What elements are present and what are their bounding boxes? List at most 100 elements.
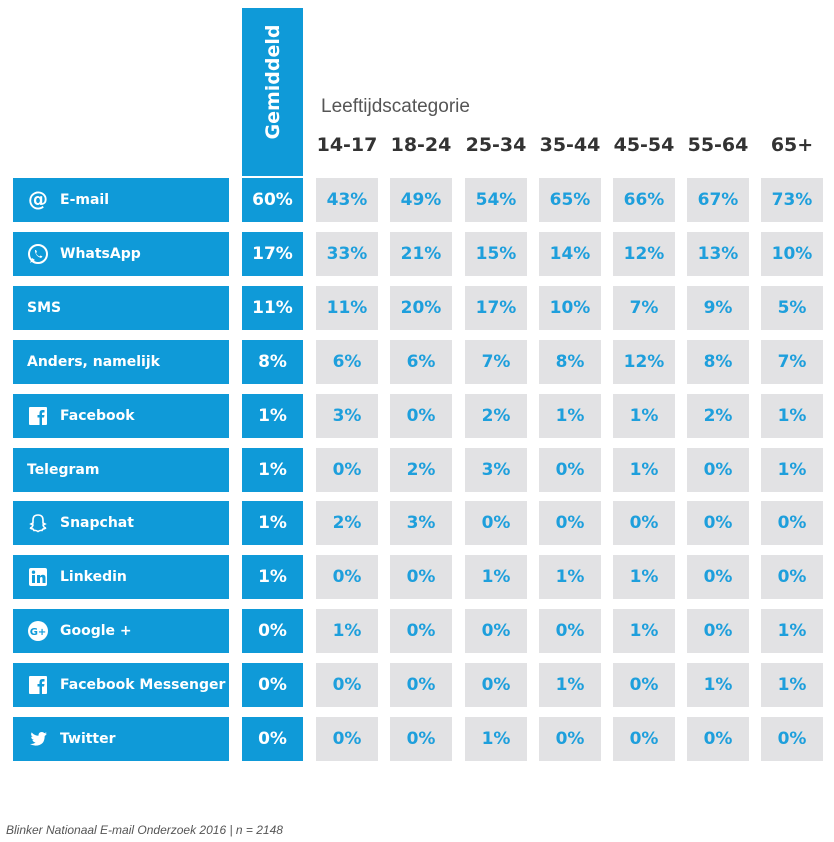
value-cell: 0%	[316, 555, 378, 599]
value-cell: 3%	[465, 448, 527, 492]
average-value: 1%	[242, 555, 303, 599]
row-label-text: Google +	[60, 623, 132, 639]
row-label-text: Linkedin	[60, 569, 127, 585]
value-cell: 0%	[390, 555, 452, 599]
value-cell: 6%	[390, 340, 452, 384]
value-cell: 0%	[316, 717, 378, 761]
value-cell: 54%	[465, 178, 527, 222]
row-label: WhatsApp	[13, 232, 229, 276]
row-label: SMS	[13, 286, 229, 330]
google-plus-icon: G+	[27, 620, 49, 642]
value-cell: 0%	[613, 663, 675, 707]
value-cell: 8%	[687, 340, 749, 384]
average-value: 11%	[242, 286, 303, 330]
age-group-header: 45-54	[613, 134, 675, 156]
source-note: Blinker Nationaal E-mail Onderzoek 2016 …	[6, 823, 283, 837]
value-cell: 12%	[613, 232, 675, 276]
average-value: 1%	[242, 394, 303, 438]
value-cell: 7%	[613, 286, 675, 330]
age-category-title: Leeftijdscategorie	[321, 96, 470, 117]
value-cell: 0%	[539, 501, 601, 545]
value-cell: 15%	[465, 232, 527, 276]
value-cell: 10%	[761, 232, 823, 276]
average-value: 1%	[242, 448, 303, 492]
row-label-text: WhatsApp	[60, 246, 141, 262]
value-cell: 0%	[465, 501, 527, 545]
row-label: G+ Google +	[13, 609, 229, 653]
value-cell: 0%	[390, 609, 452, 653]
age-group-header: 65+	[770, 134, 814, 156]
value-cell: 8%	[539, 340, 601, 384]
value-cell: 7%	[465, 340, 527, 384]
snapchat-icon	[27, 512, 49, 534]
row-label: Facebook Messenger	[13, 663, 229, 707]
at-icon: @	[27, 187, 49, 211]
average-value: 0%	[242, 663, 303, 707]
value-cell: 0%	[687, 501, 749, 545]
value-cell: 1%	[316, 609, 378, 653]
value-cell: 0%	[465, 609, 527, 653]
value-cell: 1%	[761, 448, 823, 492]
row-label: Anders, namelijk	[13, 340, 229, 384]
average-value: 8%	[242, 340, 303, 384]
value-cell: 2%	[316, 501, 378, 545]
value-cell: 2%	[390, 448, 452, 492]
row-label-text: Telegram	[27, 462, 100, 478]
value-cell: 13%	[687, 232, 749, 276]
age-group-header: 35-44	[539, 134, 601, 156]
value-cell: 2%	[687, 394, 749, 438]
row-label-text: Anders, namelijk	[27, 354, 160, 370]
value-cell: 10%	[539, 286, 601, 330]
row-label-text: Snapchat	[60, 515, 134, 531]
age-group-header: 14-17	[316, 134, 378, 156]
value-cell: 1%	[613, 609, 675, 653]
svg-text:G+: G+	[30, 627, 47, 638]
value-cell: 9%	[687, 286, 749, 330]
whatsapp-icon	[27, 243, 49, 265]
value-cell: 49%	[390, 178, 452, 222]
row-label: Linkedin	[13, 555, 229, 599]
row-label-text: SMS	[27, 300, 62, 316]
value-cell: 0%	[761, 555, 823, 599]
value-cell: 1%	[613, 555, 675, 599]
value-cell: 1%	[761, 663, 823, 707]
value-cell: 3%	[390, 501, 452, 545]
value-cell: 1%	[613, 394, 675, 438]
value-cell: 33%	[316, 232, 378, 276]
average-value: 60%	[242, 178, 303, 222]
facebook-icon	[27, 674, 49, 696]
value-cell: 2%	[465, 394, 527, 438]
value-cell: 0%	[539, 717, 601, 761]
value-cell: 1%	[539, 663, 601, 707]
value-cell: 6%	[316, 340, 378, 384]
age-group-header: 25-34	[465, 134, 527, 156]
value-cell: 7%	[761, 340, 823, 384]
value-cell: 0%	[316, 663, 378, 707]
value-cell: 73%	[761, 178, 823, 222]
average-value: 0%	[242, 717, 303, 761]
value-cell: 1%	[687, 663, 749, 707]
value-cell: 3%	[316, 394, 378, 438]
value-cell: 0%	[316, 448, 378, 492]
average-value: 17%	[242, 232, 303, 276]
value-cell: 1%	[465, 717, 527, 761]
value-cell: 0%	[687, 448, 749, 492]
value-cell: 0%	[539, 609, 601, 653]
value-cell: 0%	[687, 609, 749, 653]
value-cell: 12%	[613, 340, 675, 384]
svg-text:@: @	[28, 189, 48, 211]
twitter-icon	[27, 728, 49, 750]
value-cell: 0%	[390, 717, 452, 761]
value-cell: 0%	[539, 448, 601, 492]
row-label: @ E-mail	[13, 178, 229, 222]
value-cell: 0%	[761, 717, 823, 761]
row-label-text: Facebook Messenger	[60, 677, 226, 693]
row-label-text: Facebook	[60, 408, 135, 424]
value-cell: 0%	[613, 501, 675, 545]
value-cell: 14%	[539, 232, 601, 276]
age-group-header: 55-64	[687, 134, 749, 156]
value-cell: 0%	[465, 663, 527, 707]
average-value: 1%	[242, 501, 303, 545]
average-column-header: Gemiddeld	[242, 8, 303, 176]
value-cell: 20%	[390, 286, 452, 330]
